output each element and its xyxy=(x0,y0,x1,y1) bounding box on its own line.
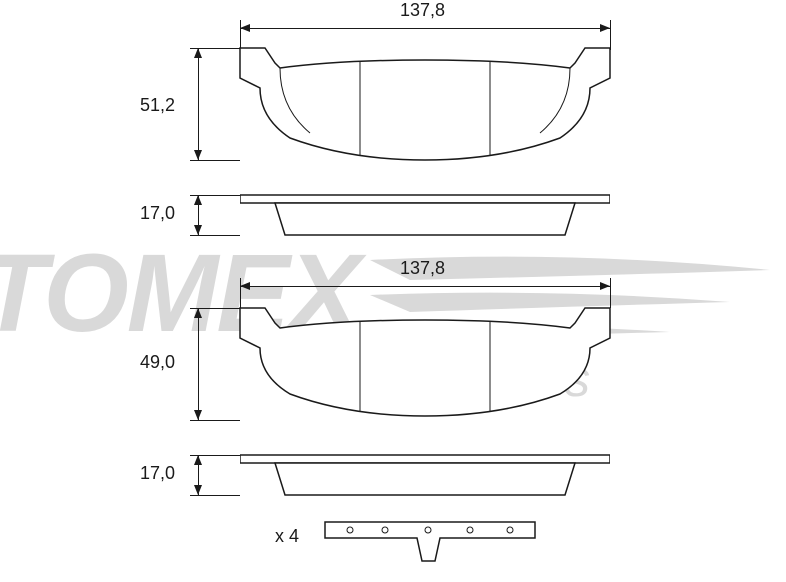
dim-height-top: 51,2 xyxy=(140,95,175,116)
dim-thick-top: 17,0 xyxy=(140,203,175,224)
ext-line xyxy=(190,235,240,236)
dim-width-top: 137,8 xyxy=(400,0,445,21)
arrow xyxy=(194,455,202,465)
arrow xyxy=(194,195,202,205)
accessory-qty: x 4 xyxy=(275,526,299,547)
dim-line xyxy=(240,28,610,29)
dim-line xyxy=(240,286,610,287)
arrow xyxy=(194,485,202,495)
pad-bottom-front xyxy=(220,298,630,428)
pad-top-side xyxy=(240,193,610,237)
arrow xyxy=(240,24,250,32)
arrow xyxy=(600,282,610,290)
dim-line xyxy=(198,308,199,420)
dim-height-bottom: 49,0 xyxy=(140,352,175,373)
pad-top-front xyxy=(220,38,630,173)
arrow xyxy=(194,225,202,235)
dim-width-bottom: 137,8 xyxy=(400,258,445,279)
ext-line xyxy=(190,455,240,456)
accessory-clip xyxy=(320,516,540,566)
pad-bottom-side xyxy=(240,453,610,497)
arrow xyxy=(194,410,202,420)
dim-line xyxy=(198,48,199,160)
arrow xyxy=(194,150,202,160)
arrow xyxy=(240,282,250,290)
arrow xyxy=(600,24,610,32)
dim-thick-bottom: 17,0 xyxy=(140,463,175,484)
arrow xyxy=(194,48,202,58)
arrow xyxy=(194,308,202,318)
ext-line xyxy=(190,195,240,196)
ext-line xyxy=(190,495,240,496)
